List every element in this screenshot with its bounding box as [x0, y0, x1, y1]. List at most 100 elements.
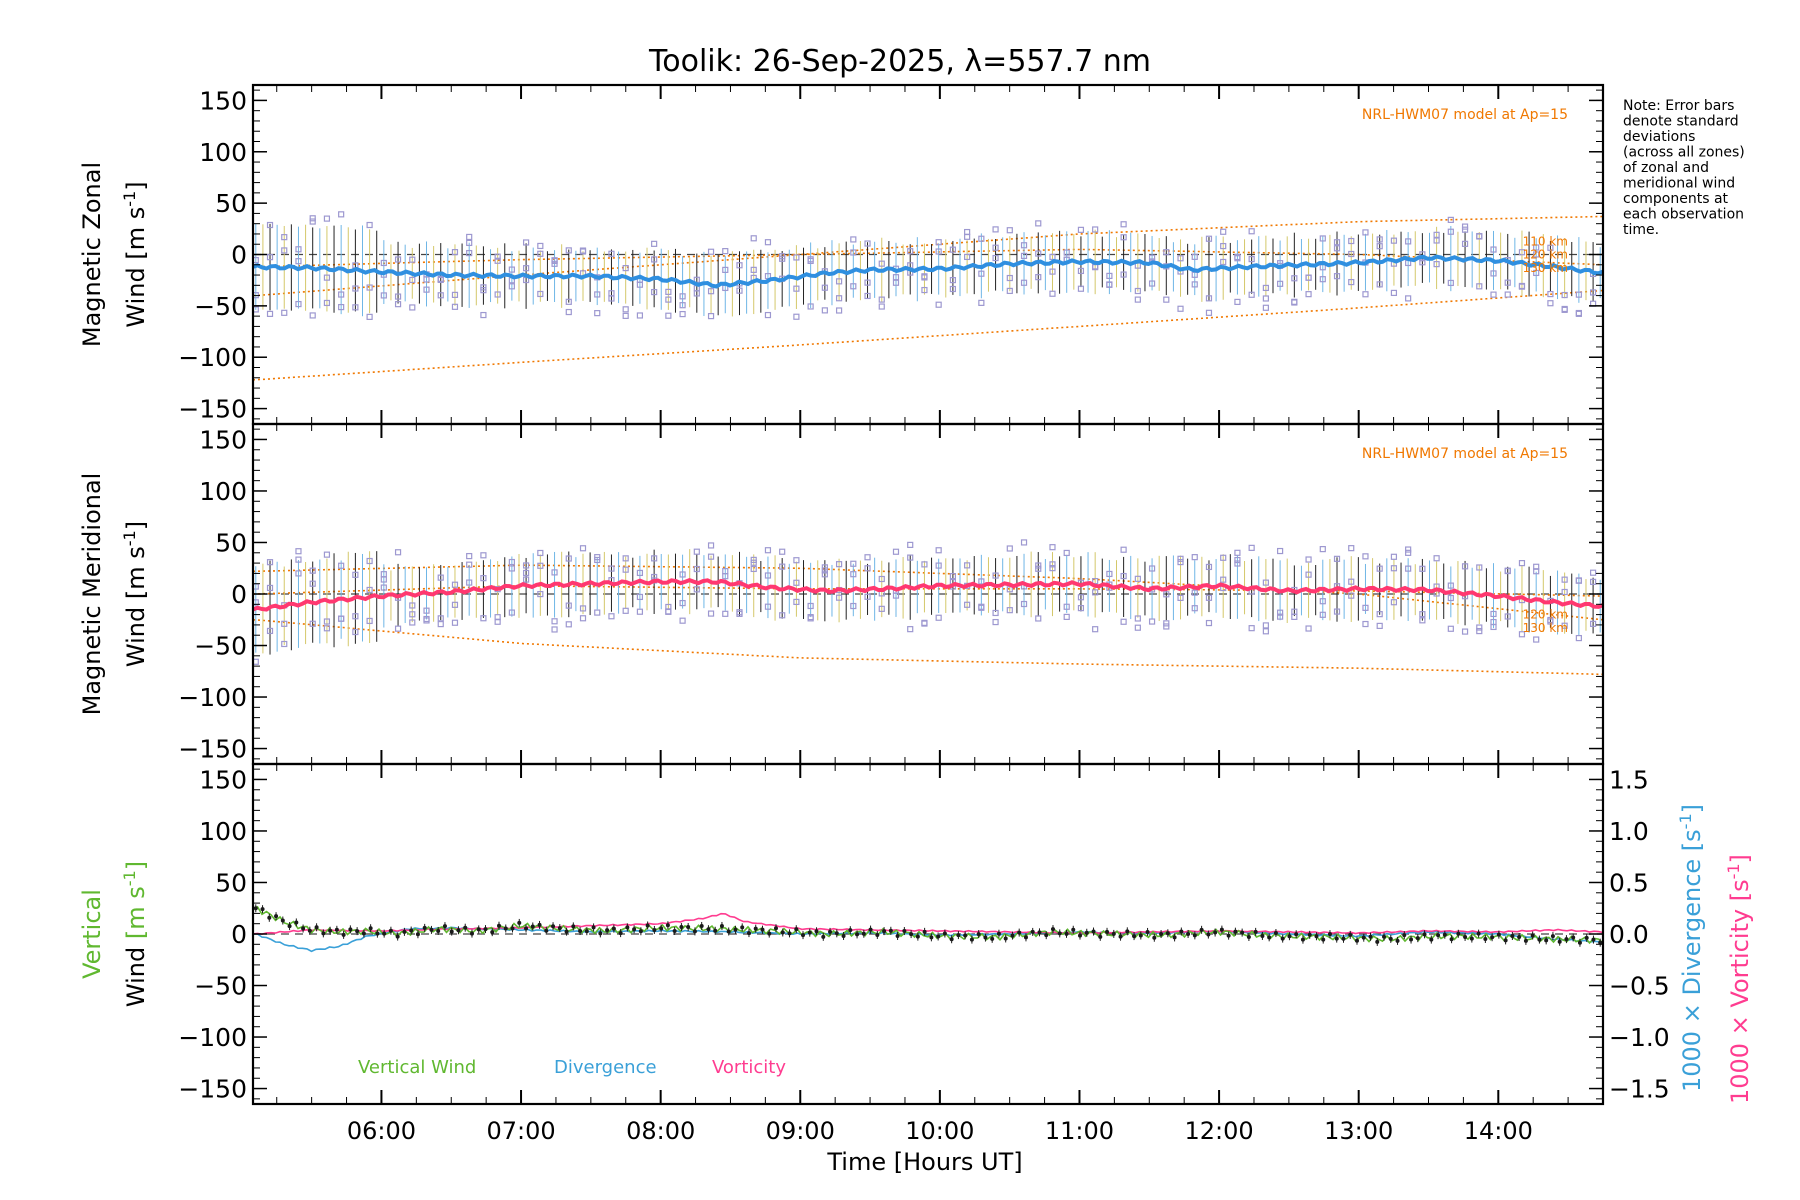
zone-point: [707, 288, 715, 295]
vertical-wind-point: [1246, 935, 1251, 940]
vertical-wind-point: [1165, 931, 1170, 936]
zone-point: [1035, 562, 1042, 569]
zone-point: [651, 240, 658, 247]
vertical-wind-point: [787, 931, 792, 936]
vertical-wind-point: [476, 927, 481, 932]
zone-point: [1504, 613, 1511, 620]
y-tick-label: 0: [231, 241, 247, 270]
y-tick-label: 150: [199, 86, 247, 115]
zone-point: [1461, 628, 1469, 635]
zone-point: [636, 569, 644, 577]
zone-point: [821, 307, 828, 314]
vertical-wind-point: [274, 914, 279, 919]
zone-point: [537, 562, 544, 569]
right-tick-label: −0.5: [1609, 972, 1670, 1001]
zone-point: [1262, 579, 1269, 586]
vertical-wind-point: [1118, 934, 1123, 939]
zone-point: [266, 627, 274, 635]
vertical-wind-point: [834, 931, 839, 936]
zone-point: [949, 573, 956, 580]
zone-point: [992, 254, 999, 262]
vertical-wind-point: [1375, 939, 1380, 944]
zone-point: [579, 605, 587, 612]
zone-point: [508, 558, 515, 566]
zone-point: [878, 296, 885, 303]
vertical-wind-point: [1530, 933, 1535, 938]
vertical-wind-point: [530, 924, 535, 929]
zone-point: [380, 584, 387, 591]
vertical-wind-line: [252, 905, 1604, 945]
zone-point: [679, 571, 686, 578]
zone-point: [1248, 544, 1255, 551]
vertical-wind-point: [348, 927, 353, 932]
vertical-wind-point: [1294, 932, 1299, 937]
zone-point: [722, 610, 729, 617]
vertical-wind-point: [463, 925, 468, 930]
zone-point: [835, 295, 843, 302]
vertical-wind-point: [1571, 935, 1576, 940]
x-tick-label: 08:00: [626, 1117, 695, 1145]
zone-point: [807, 256, 814, 263]
zone-point: [1020, 539, 1028, 546]
zone-point: [1348, 278, 1355, 286]
zone-point: [850, 283, 857, 290]
vertical-wind-point: [429, 927, 434, 932]
vertical-wind-point: [767, 931, 772, 936]
vertical-wind-point: [1213, 930, 1218, 935]
zone-point: [850, 236, 857, 243]
vertical-wind-point: [1179, 929, 1184, 934]
y-axis-label-close: ]: [122, 861, 150, 870]
zone-point: [807, 615, 814, 622]
zone-point: [309, 218, 316, 225]
vertical-wind-point: [1463, 934, 1468, 939]
zone-point: [679, 617, 686, 624]
vertical-wind-point: [510, 926, 515, 931]
zone-point: [1433, 237, 1440, 244]
zone-point: [551, 260, 558, 267]
zone-point: [907, 626, 914, 633]
y-tick-label: 100: [199, 817, 247, 846]
zone-point: [451, 303, 459, 310]
zone-point: [1447, 228, 1454, 235]
vertical-wind-point: [253, 906, 258, 911]
zone-point: [508, 283, 515, 290]
zone-point: [494, 253, 501, 260]
zone-point: [1533, 636, 1540, 643]
vertical-wind-point: [1382, 934, 1387, 939]
zone-point: [380, 259, 387, 267]
vertical-wind-point: [1172, 935, 1177, 940]
zone-point: [522, 576, 530, 583]
zone-point: [281, 234, 288, 241]
zone-point: [508, 266, 515, 273]
zone-point: [309, 620, 316, 627]
zone-point: [864, 554, 871, 561]
zone-point: [978, 235, 985, 242]
zone-point: [665, 312, 672, 319]
zone-point: [722, 248, 729, 255]
zone-point: [565, 602, 572, 609]
zone-point: [295, 246, 302, 253]
vertical-wind-point: [699, 923, 704, 928]
zone-point: [295, 300, 302, 308]
altitude-label: 110 km: [1523, 234, 1568, 248]
zone-point: [1262, 628, 1269, 635]
zone-point: [266, 559, 274, 566]
zone-point: [551, 569, 558, 576]
zone-point: [1390, 565, 1398, 572]
zone-point: [1362, 229, 1369, 236]
zone-point: [1419, 565, 1426, 572]
zone-point: [1205, 235, 1213, 242]
zone-point: [1490, 246, 1497, 253]
vertical-wind-point: [557, 926, 562, 931]
zone-point: [437, 620, 444, 628]
zone-point: [1348, 592, 1355, 599]
vertical-wind-point: [956, 933, 961, 938]
zone-point: [1333, 245, 1341, 252]
vertical-wind-point: [726, 929, 731, 934]
zone-point: [1518, 631, 1526, 638]
zone-point: [1533, 269, 1540, 277]
zone-point: [1077, 267, 1085, 275]
zone-point: [807, 602, 814, 610]
